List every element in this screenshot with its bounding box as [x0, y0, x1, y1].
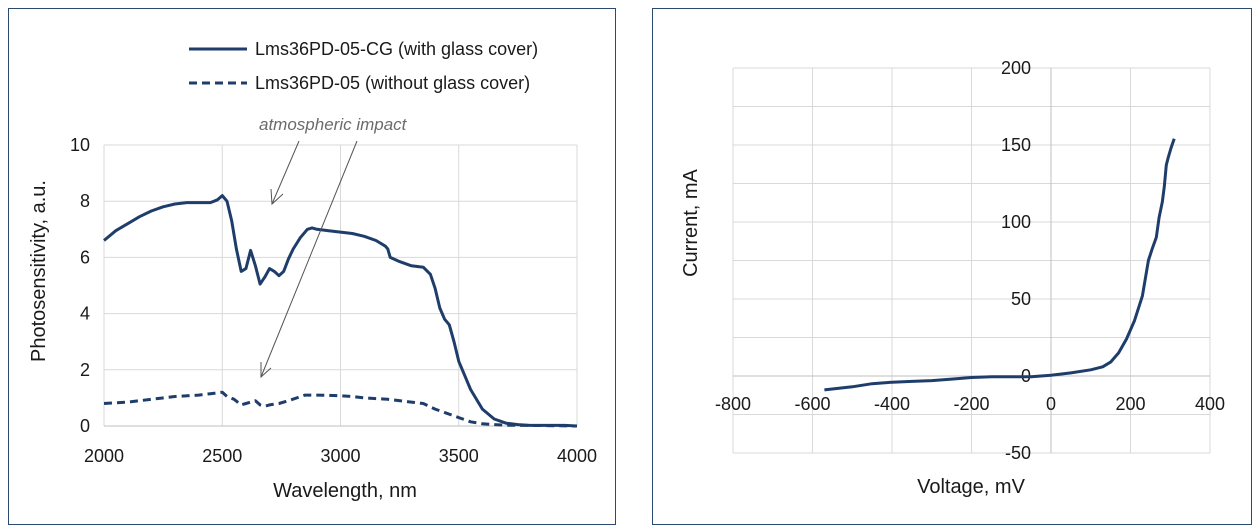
right-y-tick-label: 200 [1001, 58, 1031, 78]
left-x-tick-label: 3500 [439, 446, 479, 466]
annotation-arrow-lower [260, 140, 358, 378]
x-axis-title-right: Voltage, mV [917, 476, 1026, 498]
left-series-group [103, 194, 578, 428]
iv-curve-chart-panel: -50 0 50 100 150 200 -800 -600 -400 -200 0 200 400 … [652, 8, 1252, 525]
legend-label-dashed: Lms36PD-05 (without glass cover) [255, 73, 530, 93]
right-x-tick-label: 400 [1195, 394, 1225, 414]
left-grid [103, 144, 578, 427]
x-axis-title: Wavelength, nm [273, 480, 417, 502]
series-line-without-glass-cover [103, 390, 578, 428]
series-line-with-glass-cover [103, 194, 578, 428]
right-series-group [824, 138, 1176, 392]
left-y-tick-label: 0 [80, 416, 90, 436]
left-y-tick-label: 6 [80, 247, 90, 267]
annotation-arrows [260, 140, 358, 379]
y-axis-title: Photosensitivity, a.u. [28, 180, 50, 362]
right-x-tick-label: -600 [794, 394, 830, 414]
left-y-tick-label: 2 [80, 360, 90, 380]
legend-label-solid: Lms36PD-05-CG (with glass cover) [255, 39, 538, 59]
right-x-tick-label: 0 [1046, 394, 1056, 414]
photosensitivity-chart: 0 2 4 6 8 10 2000 2500 3000 3500 4000 Lms36PD-05-… [28, 39, 597, 502]
y-axis-title-right: Current, mA [680, 168, 702, 276]
legend: Lms36PD-05-CG (with glass cover) Lms36PD… [189, 39, 538, 93]
left-x-tick-label: 4000 [557, 446, 597, 466]
right-x-tick-label: -400 [874, 394, 910, 414]
right-x-tick-label: -200 [953, 394, 989, 414]
right-y-tick-label: 100 [1001, 212, 1031, 232]
annotation-arrowhead-upper [270, 188, 284, 206]
right-y-tick-label: -50 [1005, 443, 1031, 463]
left-y-tick-labels: 0 2 4 6 8 10 [70, 135, 90, 436]
right-x-tick-label: 200 [1115, 394, 1145, 414]
left-x-tick-label: 3000 [320, 446, 360, 466]
series-line-iv-curve [824, 138, 1176, 392]
annotation-arrowhead-lower [260, 362, 272, 379]
right-x-tick-labels: -800 -600 -400 -200 0 200 400 [715, 394, 1225, 414]
right-x-tick-label: -800 [715, 394, 751, 414]
annotation-text: atmospheric impact [259, 115, 408, 134]
left-x-tick-labels: 2000 2500 3000 3500 4000 [84, 446, 597, 466]
photosensitivity-chart-panel: 0 2 4 6 8 10 2000 2500 3000 3500 4000 Lms36PD-05-… [8, 8, 616, 525]
right-y-tick-label: 150 [1001, 135, 1031, 155]
annotation-arrow-upper [271, 140, 300, 205]
right-y-tick-label: 50 [1011, 289, 1031, 309]
left-y-tick-label: 10 [70, 135, 90, 155]
right-grid [732, 67, 1211, 454]
left-y-tick-label: 8 [80, 191, 90, 211]
left-x-tick-label: 2500 [202, 446, 242, 466]
left-x-tick-label: 2000 [84, 446, 124, 466]
left-y-tick-label: 4 [80, 304, 90, 324]
